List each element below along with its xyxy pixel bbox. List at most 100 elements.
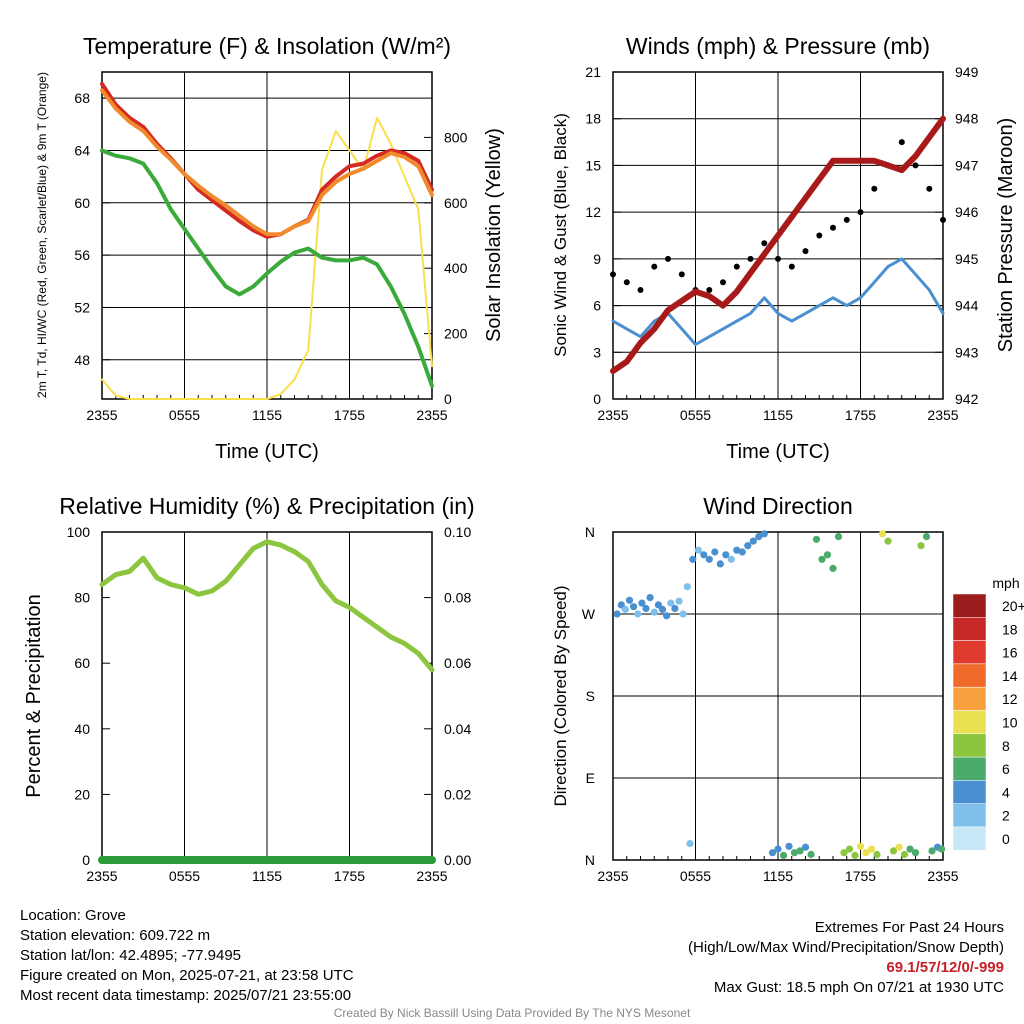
extremes-info: Extremes For Past 24 Hours (High/Low/Max…	[688, 918, 1004, 998]
x-tick-label: 2355	[927, 407, 958, 423]
direction-point	[906, 845, 914, 853]
direction-point	[760, 530, 768, 538]
direction-point	[873, 850, 881, 859]
figure-created: Figure created on Mon, 2025-07-21, at 23…	[20, 967, 354, 984]
direction-point	[722, 551, 730, 559]
legend-label: 0	[1002, 831, 1010, 847]
direction-point	[851, 851, 859, 860]
x-axis-label: Time (UTC)	[215, 441, 319, 463]
direction-point	[911, 849, 920, 857]
direction-point	[634, 610, 642, 618]
y-tick-label: 80	[74, 590, 90, 606]
y-tick-label: 64	[74, 142, 90, 158]
legend-swatch	[952, 593, 987, 618]
gust-point	[720, 279, 726, 286]
gust-point	[623, 279, 630, 286]
direction-point	[840, 849, 848, 857]
gust-point	[651, 263, 658, 270]
direction-point	[790, 849, 799, 857]
y-tick-label: 60	[74, 195, 90, 211]
legend-swatch	[952, 780, 987, 804]
y-tick-label: 52	[74, 299, 90, 315]
direction-point	[625, 596, 634, 604]
x-tick-label: 2355	[597, 868, 628, 884]
y-right-tick-label: 947	[955, 157, 979, 173]
y-tick-label: 20	[74, 786, 90, 802]
x-tick-label: 0555	[680, 407, 711, 423]
series-line-temperature	[100, 88, 434, 237]
direction-point	[705, 555, 713, 563]
legend-swatch	[952, 803, 987, 828]
y-tick-label: 56	[74, 247, 90, 263]
legend-swatch	[952, 733, 987, 758]
extremes-subtitle: (High/Low/Max Wind/Precipitation/Snow De…	[688, 939, 1004, 956]
direction-point	[667, 599, 675, 607]
y-right-tick-label: 0.04	[444, 721, 471, 737]
series-line-temperature	[100, 148, 434, 388]
direction-point	[675, 597, 683, 605]
legend-swatch	[952, 710, 987, 735]
direction-point	[642, 604, 650, 613]
y-tick-label: 48	[74, 352, 90, 368]
gust-point	[637, 287, 644, 293]
y-right-tick-label: 600	[444, 195, 468, 211]
gust-point	[857, 209, 864, 216]
y-tick-label: 15	[585, 157, 601, 173]
direction-point	[658, 605, 667, 614]
direction-point	[749, 537, 757, 545]
x-tick-label: 1155	[763, 868, 793, 884]
series-line-humidity	[99, 539, 435, 673]
x-tick-label: 1755	[334, 868, 365, 884]
direction-point	[884, 537, 892, 545]
chart-title: Wind Direction	[703, 493, 853, 519]
direction-point	[779, 851, 788, 860]
y-right-tick-label: 945	[955, 251, 979, 267]
y-right-tick-label: 0	[444, 391, 452, 407]
direction-point	[878, 530, 887, 538]
y-right-axis-label: Station Pressure (Maroon)	[995, 118, 1017, 353]
station-location: Location: Grove	[20, 907, 126, 924]
y-axis-label: Percent & Precipitation	[23, 594, 45, 797]
x-tick-label: 2355	[927, 868, 958, 884]
direction-point	[663, 612, 671, 620]
direction-point	[796, 847, 804, 855]
y-tick-label: 9	[593, 251, 601, 267]
chart-title: Temperature (F) & Insolation (W/m²)	[83, 33, 451, 59]
legend-label: 4	[1002, 784, 1010, 800]
credit-line: Created By Nick Bassill Using Data Provi…	[333, 1006, 691, 1020]
station-info: Location: Grove Station elevation: 609.7…	[20, 906, 354, 1006]
direction-point	[829, 564, 837, 573]
y-tick-label: S	[586, 688, 595, 704]
y-tick-label: W	[582, 606, 596, 622]
y-right-tick-label: 400	[444, 260, 468, 276]
direction-point	[755, 533, 763, 541]
x-tick-label: 0555	[680, 868, 711, 884]
legend-label: 2	[1002, 808, 1010, 824]
y-tick-label: 0	[593, 391, 601, 407]
y-right-tick-label: 943	[955, 344, 979, 360]
x-tick-label: 2355	[86, 868, 117, 884]
y-right-tick-label: 942	[955, 391, 979, 407]
extremes-values: 69.1/57/12/0/-999	[886, 959, 1004, 976]
direction-point	[716, 560, 724, 568]
direction-point	[774, 845, 782, 853]
y-tick-label: 60	[74, 655, 90, 671]
gust-point	[940, 216, 946, 223]
y-tick-label: N	[585, 524, 595, 540]
gust-point	[665, 255, 671, 262]
direction-point	[862, 849, 870, 857]
legend-label: 10	[1002, 715, 1018, 731]
recent-timestamp: Most recent data timestamp: 2025/07/21 2…	[20, 987, 352, 1004]
direction-point	[689, 555, 697, 563]
y-right-tick-label: 0.02	[444, 786, 471, 802]
direction-point	[807, 850, 815, 859]
extremes-title: Extremes For Past 24 Hours	[814, 919, 1004, 936]
direction-point	[621, 605, 630, 614]
y-tick-label: 12	[585, 204, 601, 220]
y-right-tick-label: 944	[955, 298, 979, 314]
y-tick-label: 40	[74, 721, 90, 737]
y-tick-label: 100	[67, 524, 91, 540]
y-right-tick-label: 0.06	[444, 655, 471, 671]
direction-point	[671, 604, 679, 613]
legend-swatch	[952, 663, 987, 688]
